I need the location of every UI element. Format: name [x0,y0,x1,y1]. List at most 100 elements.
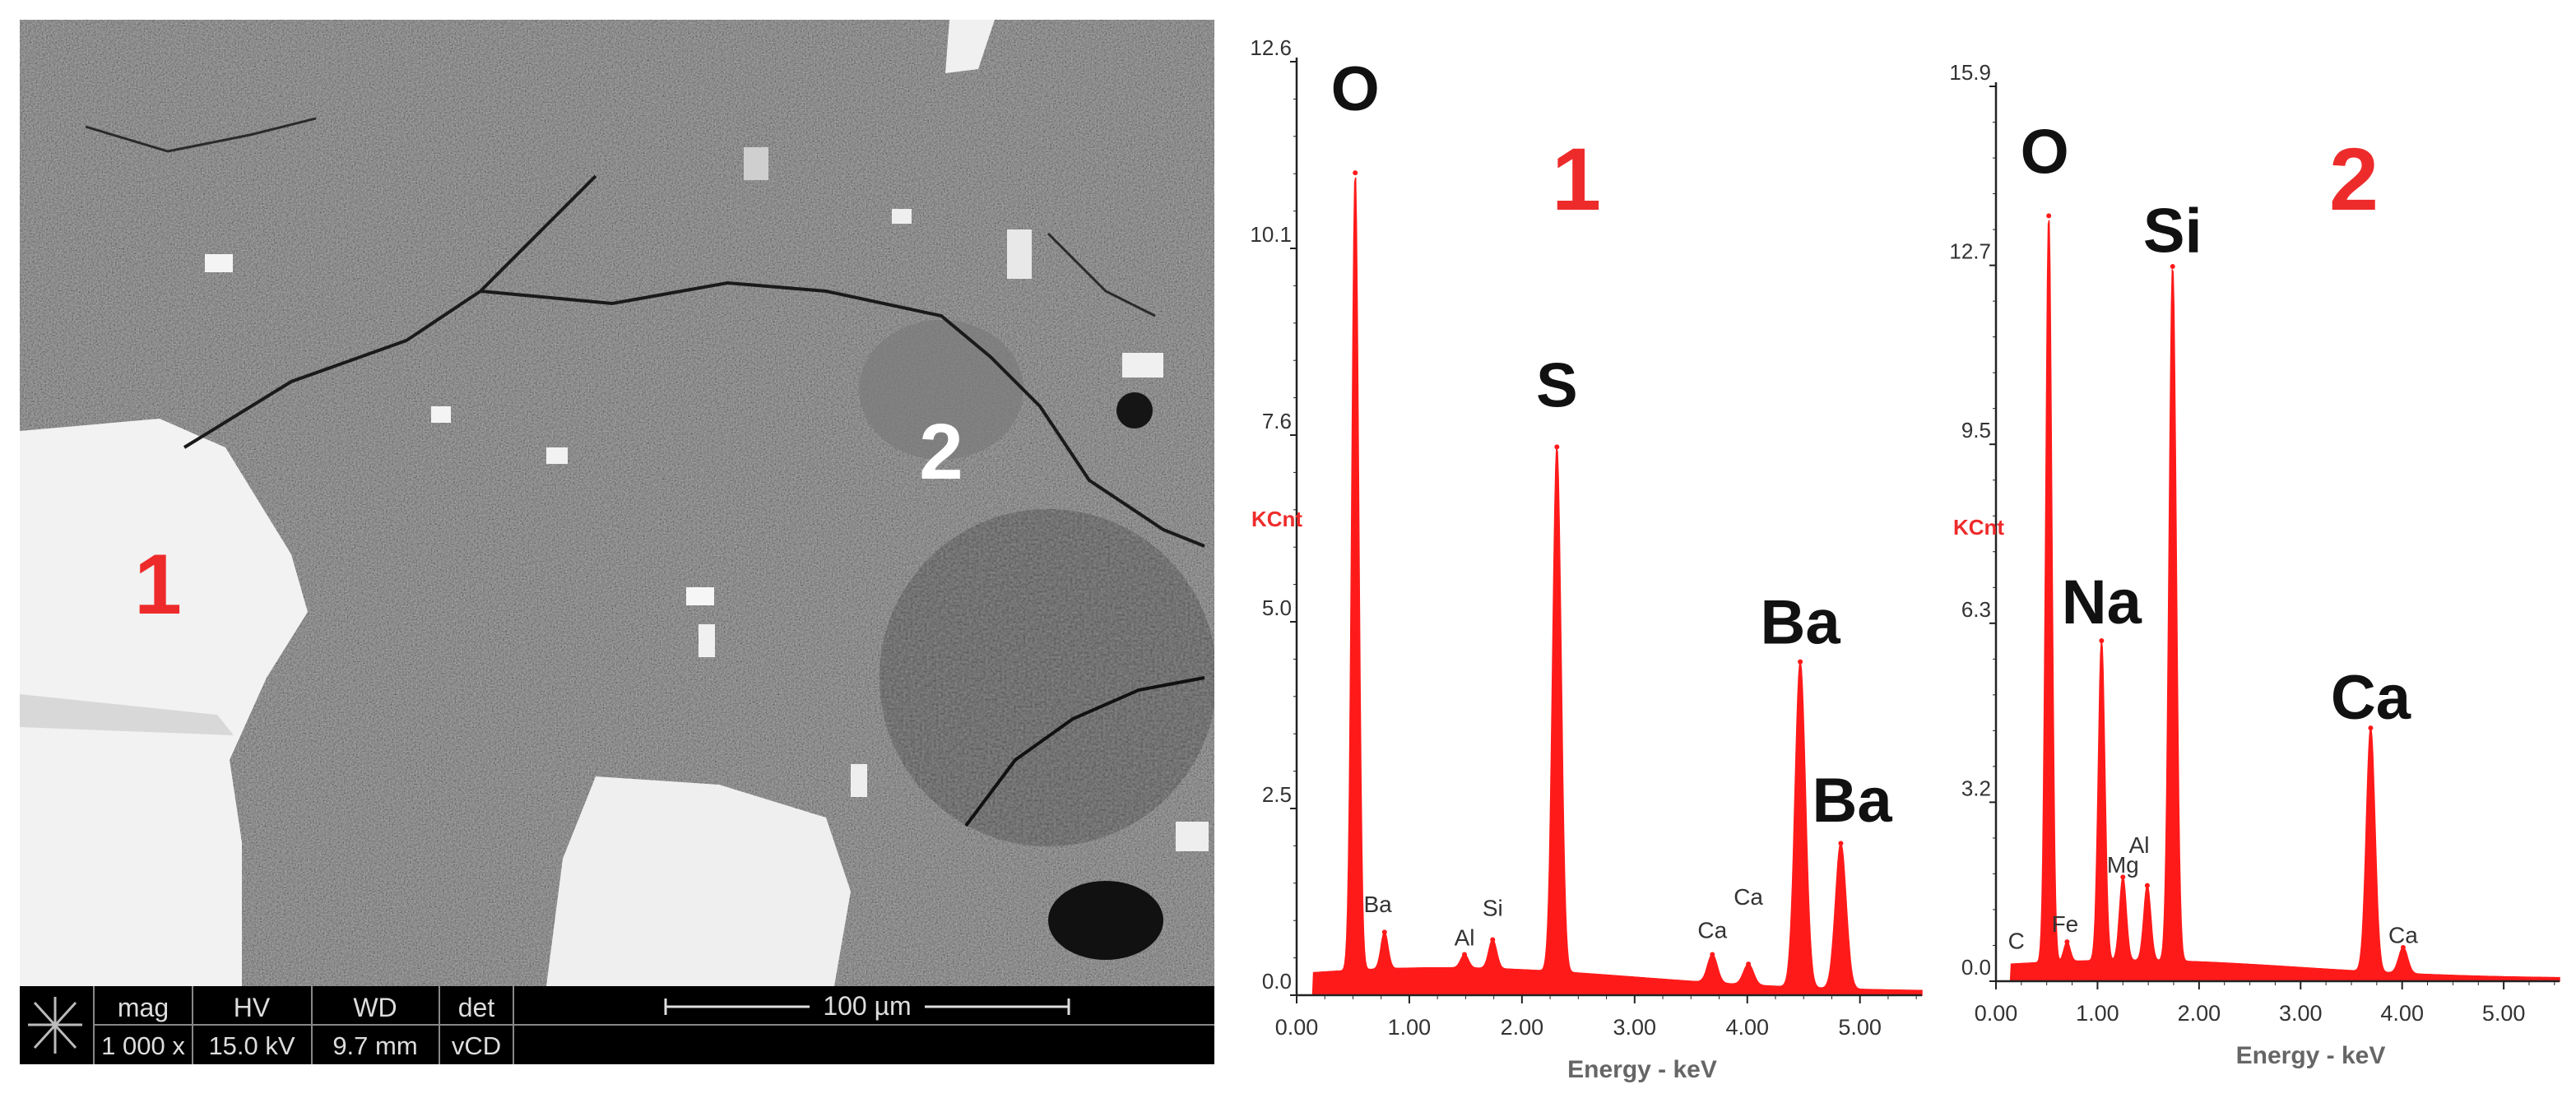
sem-label-2: 2 [919,408,963,496]
crack [183,174,597,449]
peak-label: Ca [1697,917,1727,943]
bright-grain [699,624,715,657]
bright-grain [686,587,714,605]
bright-grain [205,254,233,272]
spectrum-peak [1746,961,1752,967]
x-axis-label: Energy - keV [1567,1056,1717,1083]
spectrum-peak [1381,929,1387,935]
spectrum-peak [1353,170,1358,176]
barite-grain-top [945,20,995,73]
dark-sphere-texture [880,509,1214,846]
bright-grain [431,406,451,423]
y-tick-label: 3.2 [1961,776,1991,800]
pore [1048,881,1163,960]
barite-grain-large [20,419,308,986]
databar-header-det: det [458,993,495,1022]
peak-label: O [1331,54,1380,124]
sem-databar: mag HV WD det 1 000 x 15.0 kV 9.7 mm vCD… [20,986,1214,1064]
sem-micrograph: 1 2 mag HV WD det 1 000 x 15.0 kV 9.7 mm… [20,20,1214,1064]
bright-grain [1122,353,1163,378]
peak-label: Ba [1363,892,1392,917]
databar-header-hv: HV [234,993,271,1022]
scale-bar: 100 µm [664,991,1070,1022]
bright-grain [546,447,568,464]
y-tick-label: 10.1 [1250,222,1292,247]
bright-grain [1007,229,1032,279]
x-tick-label: 2.00 [2178,1001,2221,1026]
crack [85,117,317,153]
peak-label: S [1536,350,1578,420]
x-axis-label: Energy - keV [2236,1042,2386,1069]
y-tick-label: 0.0 [1262,969,1292,994]
x-tick-label: 4.00 [1725,1015,1769,1040]
eds-spectrum-1: 0.0 2.5 5.0 7.6 10.1 12.6 0.00 1.00 2.00 3.00 4.00… [1250,35,1923,1083]
x-tick-label: 3.00 [2279,1001,2323,1026]
spectrum-peak [1838,841,1844,846]
spectrum-area [1996,220,2560,982]
x-tick-label: 0.00 [1975,1001,2018,1026]
bright-grain [1176,822,1209,851]
y-tick-label: 0.0 [1961,955,1991,980]
spectrum-peak [2144,883,2150,888]
x-tick-label: 5.00 [2482,1001,2526,1026]
peak-label: Mg [2107,852,2139,878]
y-axis-label: KCnt [1953,515,2004,540]
y-tick-label: 7.6 [1262,409,1292,433]
x-tick-label: 3.00 [1613,1015,1657,1040]
peak-label: Ca [1734,884,1763,910]
peak-label: Si [1483,895,1503,920]
peak-label: Ca [2331,663,2411,733]
databar-value-det: vCD [452,1031,501,1060]
x-tick-label: 5.00 [1838,1015,1882,1040]
spectrum-peak [1798,659,1803,665]
spectrum-peak [2064,939,2070,945]
spectrum-peak [2021,970,2027,975]
spectrum-area [1297,177,1923,996]
y-tick-label: 2.5 [1262,782,1292,807]
bright-grain [851,764,867,797]
crack [480,280,1205,548]
spectrum-title: 2 [2329,129,2379,229]
barite-grain-bottom [546,776,851,986]
spectrum-title: 1 [1552,129,1601,229]
y-axis-label: KCnt [1251,507,1302,531]
sphere-crack [964,676,1205,827]
eds-spectrum-2: 0.0 3.2 6.3 9.5 12.7 15.9 0.00 1.00 2.00 3.00 4.00… [1949,60,2560,1069]
y-tick-label: 12.6 [1250,35,1292,60]
databar-header-mag: mag [118,993,169,1022]
bright-grain [744,147,768,180]
spectrum-peak [1554,444,1560,450]
y-tick-label: 5.0 [1262,595,1292,620]
peak-label: Ca [2388,923,2418,948]
x-tick-label: 1.00 [1388,1015,1432,1040]
peak-label: Ba [1812,766,1893,836]
spectrum-peak [2368,725,2374,731]
pore [1116,392,1153,429]
spectrum-peak [2400,944,2406,950]
x-tick-label: 2.00 [1501,1015,1544,1040]
databar-value-hv: 15.0 kV [208,1031,295,1060]
databar-value-wd: 9.7 mm [332,1031,417,1060]
scale-bar-label: 100 µm [823,991,911,1021]
spectrum-peak [2120,874,2126,880]
peak-label: Al [2129,832,2150,858]
y-tick-label: 12.7 [1949,239,1991,264]
crack [1047,232,1156,317]
x-tick-label: 1.00 [2076,1001,2119,1026]
bright-grain [892,209,912,224]
databar-header-wd: WD [353,993,397,1022]
spectrum-peak [2046,213,2052,219]
peak-label: Al [1455,924,1475,950]
spectrum-peak [2099,638,2105,644]
spectrum-peak [1462,952,1468,957]
peak-label: O [2021,117,2069,187]
fei-logo-icon [28,997,82,1054]
spectrum-peak [1710,952,1715,957]
peak-label: Ba [1761,588,1841,658]
y-tick-label: 15.9 [1949,60,1991,85]
databar-value-mag: 1 000 x [101,1031,185,1060]
y-tick-label: 6.3 [1961,597,1991,622]
x-tick-label: 0.00 [1275,1015,1319,1040]
x-tick-label: 4.00 [2380,1001,2424,1026]
barite-grain-large-shade [20,694,234,735]
